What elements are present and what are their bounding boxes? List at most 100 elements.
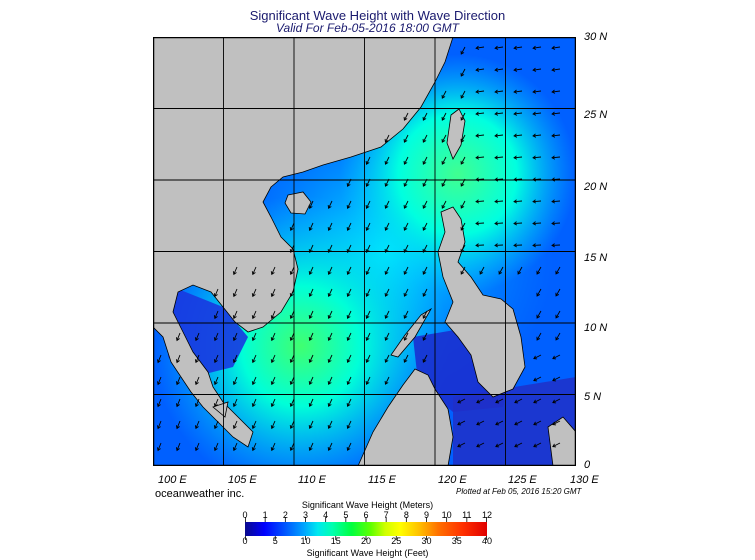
wave-arrow <box>346 376 352 385</box>
wave-arrow <box>403 354 409 363</box>
latitude-label: 10 N <box>584 322 608 334</box>
wave-arrow <box>346 178 352 187</box>
legend-feet-tick: 5 <box>272 536 278 546</box>
wave-arrow <box>213 310 219 320</box>
wave-arrow <box>232 420 238 430</box>
wave-arrow <box>384 288 390 297</box>
wave-arrow <box>232 354 238 364</box>
wave-arrow <box>251 332 257 342</box>
wave-arrow <box>289 420 295 430</box>
wave-arrow <box>213 354 219 364</box>
wave-arrow <box>536 288 542 297</box>
wave-arrow <box>213 376 219 386</box>
latitude-label: 0 <box>584 459 591 471</box>
legend-feet-tick: 35 <box>451 536 462 546</box>
longitude-label: 100 E <box>158 474 187 486</box>
wave-arrow <box>475 243 485 248</box>
wave-arrow <box>533 420 542 426</box>
wave-arrow <box>532 199 542 204</box>
wave-arrow <box>327 200 333 209</box>
wave-arrow <box>460 46 466 55</box>
wave-arrow <box>551 155 561 160</box>
credit-label: oceanweather inc. <box>155 488 245 500</box>
wave-arrow <box>213 398 219 408</box>
wave-arrow <box>551 45 561 50</box>
legend-meters-tick: 6 <box>363 510 369 520</box>
wave-arrow <box>552 398 561 404</box>
wave-arrow <box>365 266 371 275</box>
wave-arrow <box>403 156 409 165</box>
wave-arrow <box>365 244 371 253</box>
wave-arrow <box>384 310 390 319</box>
wave-arrow <box>403 244 409 253</box>
colorbar-top-ticks <box>245 517 487 522</box>
latitude-label: 25 N <box>584 109 608 121</box>
wave-arrow <box>384 134 390 143</box>
wave-arrow <box>513 45 523 50</box>
wave-arrow <box>346 200 352 209</box>
longitude-label: 125 E <box>508 474 537 486</box>
wave-arrow <box>232 266 238 276</box>
wave-arrow <box>270 354 276 364</box>
wave-arrow <box>384 266 390 275</box>
wave-arrow <box>384 200 390 209</box>
wave-arrow <box>551 89 561 94</box>
wave-arrow <box>270 376 276 386</box>
wave-arrow <box>552 376 561 382</box>
legend-meters-tick: 0 <box>242 510 248 520</box>
wave-arrow <box>536 266 542 275</box>
wave-arrow <box>514 398 523 404</box>
legend-meters-tick: 7 <box>383 510 389 520</box>
wave-arrow <box>494 199 504 204</box>
wave-arrow <box>327 222 333 231</box>
wave-arrow <box>403 178 409 187</box>
wave-arrow <box>457 420 466 426</box>
wave-arrow <box>232 310 238 320</box>
wave-arrow <box>403 222 409 231</box>
wave-arrow <box>495 420 504 426</box>
longitude-label: 130 E <box>570 474 599 486</box>
wave-arrow <box>384 376 390 385</box>
wave-arrow <box>327 310 333 319</box>
wave-arrow <box>308 332 314 342</box>
wave-arrow <box>403 134 409 143</box>
map-border <box>153 37 576 466</box>
wave-arrow <box>232 376 238 386</box>
wave-arrow <box>494 45 504 50</box>
wave-arrow <box>555 332 561 341</box>
legend-feet-tick: 40 <box>481 536 493 546</box>
colorbar-bottom-ticks <box>245 536 487 540</box>
wave-arrow <box>308 288 314 298</box>
wave-arrow <box>346 310 352 319</box>
borneo <box>357 368 454 466</box>
wave-arrow <box>327 398 333 407</box>
wave-arrow <box>551 177 561 182</box>
wave-arrow <box>157 354 162 364</box>
wave-arrow <box>289 354 295 364</box>
wave-arrow <box>494 89 504 94</box>
wave-arrow <box>327 332 333 341</box>
wave-arrow <box>365 178 371 187</box>
wave-arrow <box>308 442 314 452</box>
wave-arrow <box>384 178 390 187</box>
wave-arrow <box>270 266 276 276</box>
wave-arrow <box>384 354 390 363</box>
wave-arrow <box>460 178 466 187</box>
wave-arrow <box>327 420 333 429</box>
wave-arrow <box>365 310 371 319</box>
wave-arrow <box>422 288 428 297</box>
wave-arrow <box>308 244 314 254</box>
legend-feet-tick: 20 <box>360 536 372 546</box>
wave-arrow <box>308 398 314 408</box>
legend-meters-title: Significant Wave Height (Meters) <box>301 500 434 510</box>
wave-arrow <box>422 222 428 231</box>
wave-arrow <box>194 420 200 430</box>
wave-arrow <box>327 376 333 385</box>
wave-arrow <box>533 442 542 448</box>
wave-arrow <box>251 266 257 276</box>
wave-arrow <box>289 288 295 298</box>
wave-arrow <box>513 133 523 138</box>
wave-arrow <box>513 243 523 248</box>
wave-arrow <box>476 398 485 404</box>
wave-arrow <box>555 310 561 319</box>
